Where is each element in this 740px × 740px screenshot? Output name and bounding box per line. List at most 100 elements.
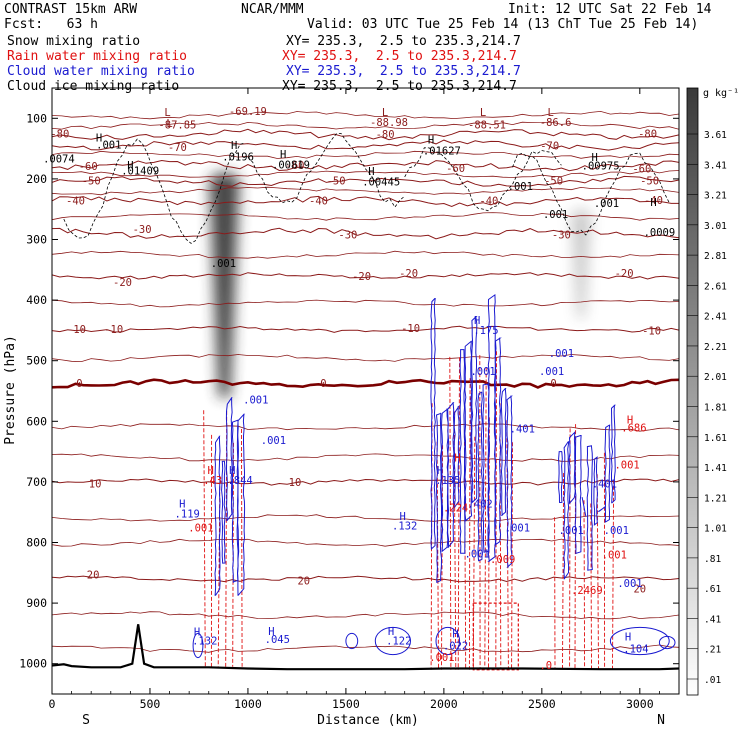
cloud-water-blob [374,626,411,656]
extremum-label: H [208,465,214,477]
isotherm--30 [52,227,679,240]
isotherm--50 [52,175,679,187]
cloud-water-blob [435,626,461,656]
cloud-water-contour [610,404,616,504]
rain-contour [436,441,439,670]
y-tick-label: 1000 [19,657,47,671]
cloud-water-blob [345,632,359,650]
isotherm-label: -40 [66,196,85,208]
isotherm--20 [52,272,679,280]
isotherm-label: 20 [87,570,100,582]
extremum-label: .045 [265,634,290,646]
extremum-label: -86.6 [540,117,572,129]
extremum-label: .001 [617,578,642,590]
isotherm-label: 0 [76,378,82,390]
extremum-label: H [428,135,434,147]
extremum-label: .001 [211,258,236,270]
colorbar-unit: g kg⁻¹ [703,88,739,99]
extremum-label: H [650,197,656,209]
y-tick-label: 500 [26,354,47,368]
isotherm-minor [52,538,679,547]
extremum-label: .135 [435,475,460,487]
extremum-label: .00445 [362,176,400,188]
extremum-label: .132 [392,521,417,533]
isotherm-minor [52,186,679,196]
field-xy-snow: XY= 235.3, 2.5 to 235.3,214.7 [286,34,521,49]
isotherm-label: 0 [320,378,326,390]
colorbar-label: 2.01 [704,372,727,383]
extremum-label: H [127,160,133,172]
extremum-label: .001 [602,550,627,562]
isotherm-label: -70 [168,142,187,154]
extremum-label: .132 [192,636,217,648]
cloud-water-contour [471,316,478,504]
cloud-water-contour [500,388,507,516]
extremum-label: .001 [465,548,490,560]
isotherm--60 [52,159,679,172]
forecast-hour: Fcst: 63 h [4,17,98,32]
isotherm-label: -20 [352,271,371,283]
extremum-label: .401 [510,424,535,436]
y-tick-label: 800 [26,536,47,550]
cloud-water-contour [214,435,221,596]
isotherm-label: -80 [376,129,395,141]
y-tick-label: 300 [26,233,47,247]
rain-contour [511,442,513,670]
x-tick-label: 3000 [626,697,654,711]
rain-core-contour [472,602,519,671]
snow-shading [209,172,591,398]
extremum-label: H [179,499,185,511]
extremum-label: .001 [188,522,213,534]
extremum-label: .001 [470,366,495,378]
cloud-water-contour [563,441,570,580]
extremum-label: H [437,465,443,477]
extremum-label: .175 [473,325,498,337]
extremum-label: .001 [243,395,268,407]
extremum-label: .009 [490,554,515,566]
snow-column [209,172,240,398]
x-end-label-south: S [82,713,90,728]
extremum-label: .0074 [43,153,75,165]
field-xy-rain: XY= 235.3, 2.5 to 235.3,214.7 [282,49,517,64]
isotherm-minor [52,453,679,462]
cloud-water-contour [435,412,443,583]
isotherm-label: -30 [552,230,571,242]
isotherm--70 [52,139,679,151]
rain-contour [574,424,577,669]
cloud-water-contour [459,349,466,554]
x-axis-label: Distance (km) [317,713,419,728]
isotherm-label: -50 [82,176,101,188]
cloud-water-contour [604,424,611,523]
extremum-label: .001 [543,209,568,221]
colorbar-label: 1.81 [704,403,727,414]
extremum-label: L [382,107,388,119]
isotherm-minor [52,299,679,308]
colorbar-label: .01 [704,675,721,686]
isotherm-minor [52,110,679,120]
extremum-label: L [480,107,486,119]
colorbar-label: .61 [704,584,721,595]
isotherm-0 [52,378,679,389]
isotherm-minor [52,423,679,432]
isotherm-label: -10 [401,323,420,335]
extremum-label: H [280,149,286,161]
extremum-label: H [400,511,406,523]
isotherm-minor [52,170,679,178]
extremum-label: .104 [623,644,648,656]
contour-labels: -80 -80 -80-70 -70-60 -60 -60 -60-50 -50 -50 -50-… [43,106,675,672]
y-tick-label: 700 [26,475,47,489]
axes: 0 500 1000 1500 2000 2500 30001002003004005006… [19,88,679,711]
colorbar-label: 1.21 [704,493,727,504]
isotherm-minor [52,150,679,159]
extremum-label: H [268,626,274,638]
rain-contour [457,357,460,670]
extremum-label: H [229,465,235,477]
isotherm-label: 0 [550,378,556,390]
colorbar-label: 2.61 [704,281,727,292]
extremum-label: L [164,107,170,119]
extremum-label: .401 [592,479,617,491]
y-tick-label: 400 [26,293,47,307]
init-time: Init: 12 UTC Sat 22 Feb 14 [508,2,712,17]
colorbar-label: 3.61 [704,130,727,141]
extremum-label: H [625,631,631,643]
